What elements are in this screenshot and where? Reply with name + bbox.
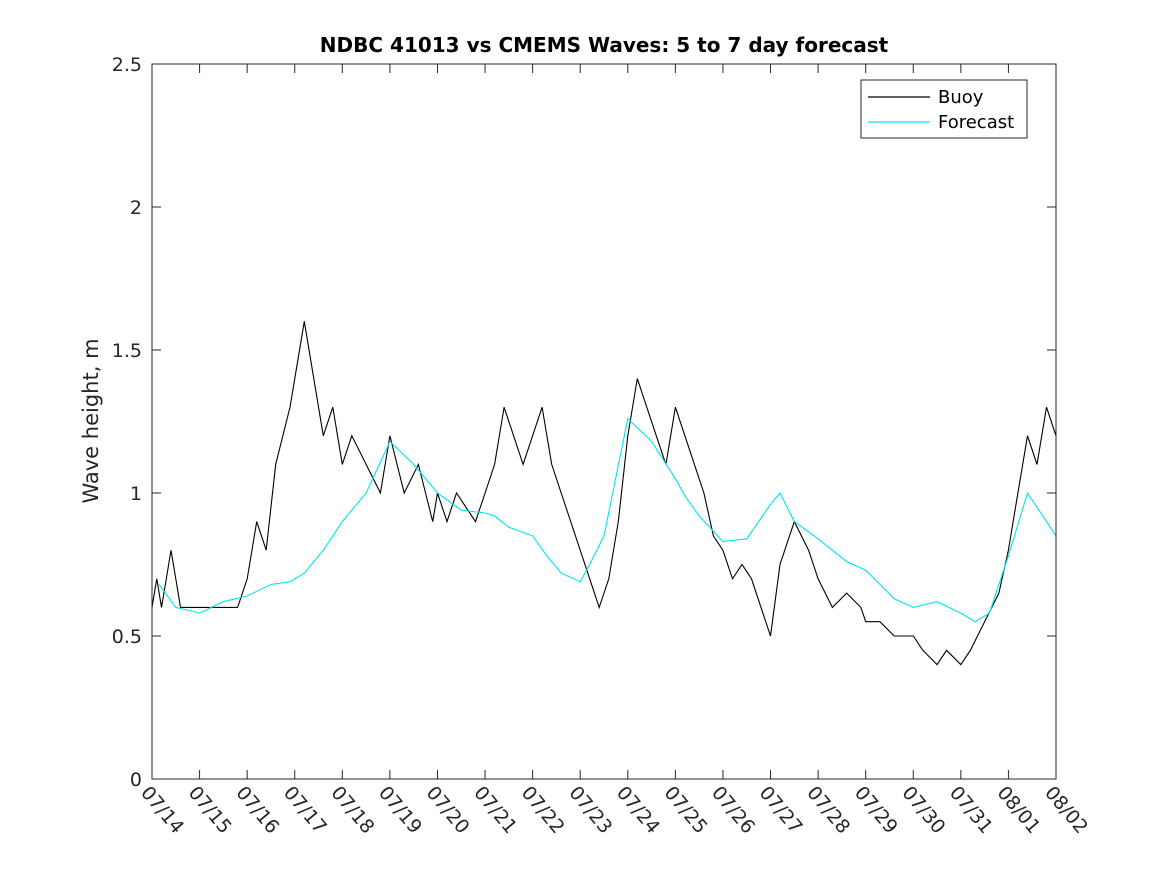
y-tick-label: 1.5 <box>112 340 142 362</box>
y-axis-label: Wave height, m <box>79 338 103 503</box>
chart-title: NDBC 41013 vs CMEMS Waves: 5 to 7 day fo… <box>320 33 889 57</box>
legend-label-forecast: Forecast <box>938 112 1014 133</box>
legend: Buoy Forecast <box>860 79 1028 139</box>
axes-frame <box>151 63 1057 780</box>
plot-area <box>151 321 1057 666</box>
y-tick-label: 2.5 <box>112 54 142 76</box>
y-tick-label: 0.5 <box>112 626 142 648</box>
series-buoy-line <box>151 321 1057 666</box>
y-tick-label: 0 <box>130 769 142 791</box>
y-tick-label: 1 <box>130 483 142 505</box>
y-tick-label: 2 <box>130 197 142 219</box>
legend-label-buoy: Buoy <box>938 87 984 108</box>
series-forecast-line <box>158 417 1057 623</box>
legend-box <box>860 79 1028 139</box>
